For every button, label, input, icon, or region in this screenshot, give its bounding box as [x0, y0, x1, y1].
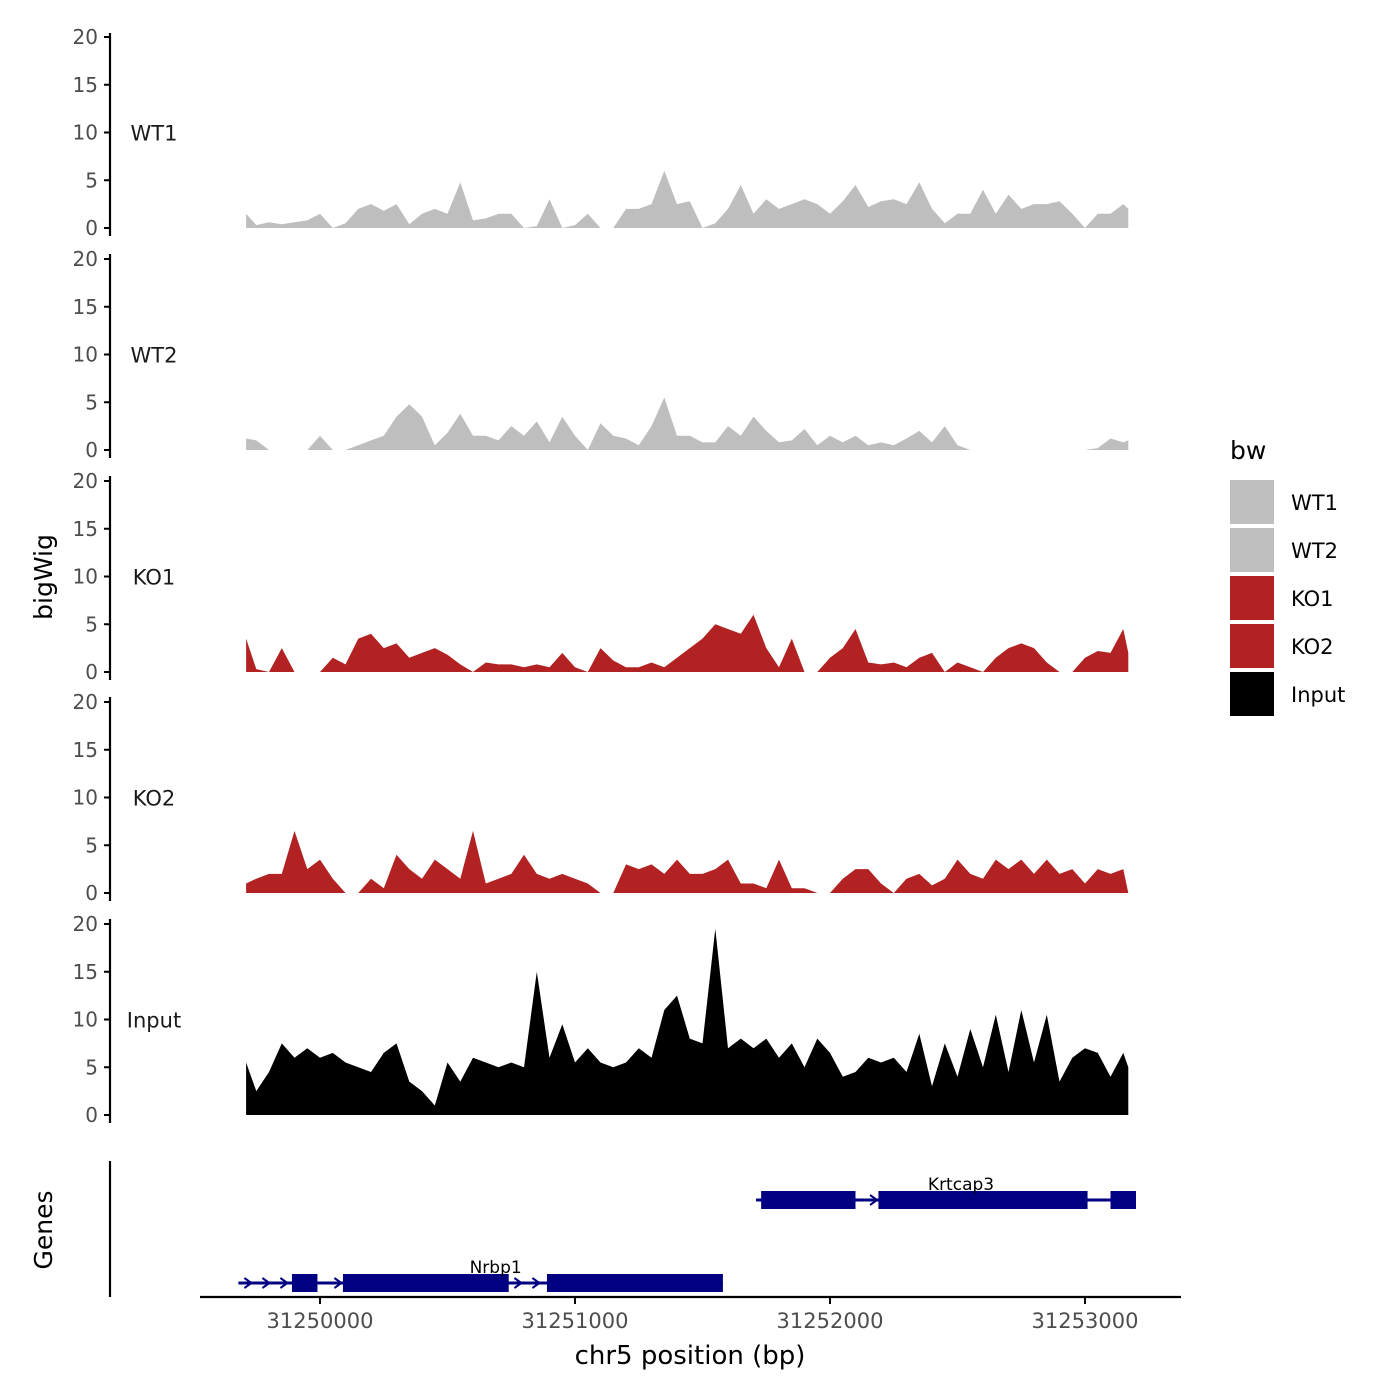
x-tick-label: 31250000 [267, 1309, 374, 1333]
exon [761, 1191, 856, 1209]
y-tick-label: 5 [85, 612, 98, 636]
gene-track: Krtcap3 Nrbp1 [108, 1161, 1136, 1297]
track-wt2: 0 5 10 15 20 WT2 [73, 247, 1129, 462]
gene-krtcap3: Krtcap3 [756, 1175, 1136, 1209]
legend-label: WT1 [1291, 491, 1338, 515]
strand-arrow [531, 1277, 542, 1289]
y-tick-label: 15 [73, 73, 98, 97]
y-tick-label: 15 [73, 517, 98, 541]
legend-key [1230, 528, 1274, 572]
y-tick-label: 10 [73, 565, 98, 589]
coverage-area-ko1 [246, 614, 1129, 672]
x-tick-label: 31253000 [1032, 1309, 1139, 1333]
strand-arrow [243, 1277, 254, 1289]
y-tick-label: 20 [73, 469, 98, 493]
track-label: KO1 [133, 566, 176, 590]
y-tick-label: 15 [73, 738, 98, 762]
legend-key [1230, 480, 1274, 524]
x-axis-title: chr5 position (bp) [575, 1341, 806, 1371]
strand-arrow [513, 1277, 524, 1289]
y-tick-label: 10 [73, 786, 98, 810]
exon [291, 1274, 318, 1292]
x-tick-label: 31251000 [522, 1309, 629, 1333]
gene-label: Krtcap3 [928, 1175, 994, 1195]
y-tick-label: 10 [73, 121, 98, 145]
legend-label: WT2 [1291, 539, 1338, 563]
coverage-area-input [246, 928, 1129, 1115]
coverage-tracks: 0 5 10 15 20 WT1 0 5 10 15 20 WT2 0 5 10 15 20 KO1 0 5 10 15 2… [73, 25, 1129, 1127]
legend-key [1230, 624, 1274, 668]
track-ko1: 0 5 10 15 20 KO1 [73, 469, 1129, 684]
exon [546, 1274, 723, 1292]
y-tick-label: 10 [73, 1008, 98, 1032]
exon [342, 1274, 509, 1292]
track-ko2: 0 5 10 15 20 KO2 [73, 690, 1129, 905]
y-tick-label: 0 [85, 216, 98, 240]
coverage-area-wt2 [246, 397, 1129, 450]
genes-axis-title: Genes [29, 1190, 58, 1269]
track-wt1: 0 5 10 15 20 WT1 [73, 25, 1129, 240]
y-tick-label: 20 [73, 690, 98, 714]
exon [1110, 1191, 1136, 1209]
y-tick-label: 5 [85, 1055, 98, 1079]
y-tick-label: 20 [73, 247, 98, 271]
y-tick-label: 20 [73, 912, 98, 936]
legend: bw WT1 WT2 KO1 KO2 Input [1230, 436, 1345, 716]
y-tick-label: 0 [85, 881, 98, 905]
y-tick-label: 0 [85, 438, 98, 462]
gene-nrbp1: Nrbp1 [238, 1258, 723, 1292]
strand-arrow [279, 1277, 290, 1289]
x-tick-label: 31252000 [777, 1309, 884, 1333]
exon [878, 1191, 1088, 1209]
y-tick-label: 5 [85, 390, 98, 414]
legend-label: KO1 [1291, 587, 1334, 611]
track-label: Input [127, 1009, 181, 1033]
legend-label: Input [1291, 683, 1345, 707]
y-tick-label: 15 [73, 960, 98, 984]
y-tick-label: 15 [73, 295, 98, 319]
strand-arrow [869, 1194, 879, 1206]
track-input: 0 5 10 15 20 Input [73, 912, 1129, 1127]
strand-arrow [261, 1277, 272, 1289]
legend-title: bw [1230, 436, 1266, 465]
legend-key [1230, 576, 1274, 620]
gene-label: Nrbp1 [470, 1258, 522, 1278]
coverage-area-wt1 [246, 170, 1129, 228]
legend-key [1230, 672, 1274, 716]
coverage-area-ko2 [246, 830, 1129, 893]
y-tick-label: 5 [85, 168, 98, 192]
strand-arrow [333, 1277, 344, 1289]
legend-label: KO2 [1291, 635, 1334, 659]
y-tick-label: 10 [73, 343, 98, 367]
track-label: WT2 [131, 344, 178, 368]
y-axis-title: bigWig [29, 534, 58, 620]
y-tick-label: 0 [85, 660, 98, 684]
y-tick-label: 5 [85, 833, 98, 857]
y-tick-label: 20 [73, 25, 98, 49]
x-axis: 31250000 31251000 31252000 31253000 [200, 1295, 1181, 1333]
track-label: KO2 [133, 787, 176, 811]
track-label: WT1 [131, 122, 178, 146]
y-tick-label: 0 [85, 1103, 98, 1127]
